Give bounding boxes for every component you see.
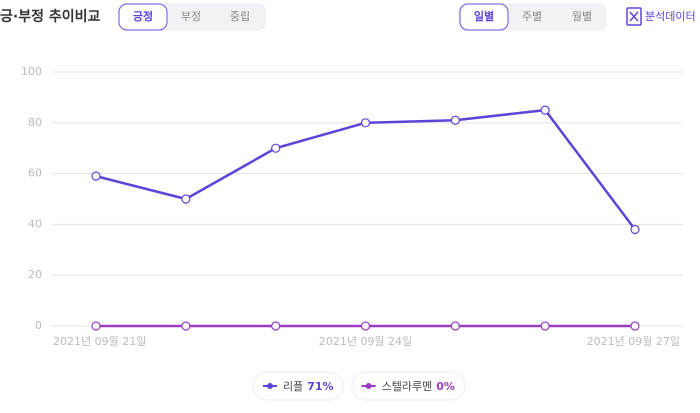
point [450, 321, 460, 331]
point [181, 194, 191, 204]
legend-dot [365, 383, 372, 389]
point [271, 321, 281, 331]
point [91, 171, 101, 181]
point [630, 321, 640, 331]
analysis-button[interactable]: 분석데이터 [645, 10, 696, 23]
legend-item[interactable]: 스텔라루멘 0% [351, 371, 466, 401]
point [91, 321, 101, 331]
x-tick-label: 2021년 09월 27일 [587, 334, 680, 348]
point [360, 118, 371, 128]
point [540, 105, 550, 115]
point [540, 321, 550, 331]
legend-dot [267, 383, 273, 389]
tab[interactable]: 일별 [474, 9, 494, 23]
tab[interactable]: 주별 [522, 10, 542, 23]
legend-label: 리플 [283, 380, 303, 393]
y-tick-label: 100 [21, 65, 42, 78]
selected-tab [459, 3, 509, 31]
y-tick-label: 0 [35, 319, 42, 332]
excel-icon[interactable] [626, 7, 642, 26]
legend-share: 71% [307, 380, 333, 393]
x-tick-label: 2021년 09월 24일 [319, 334, 412, 348]
tab[interactable]: 긍정 [133, 9, 153, 23]
selected-tab [118, 3, 168, 31]
legend-pill [351, 371, 466, 401]
legend-pill [252, 371, 345, 401]
y-tick-label: 20 [28, 268, 42, 281]
title: 긍·부정 추이비교 [0, 8, 100, 25]
legend-share: 0% [436, 380, 455, 393]
y-tick-label: 60 [28, 167, 42, 180]
legend-label: 스텔라루멘 [382, 380, 433, 393]
legend-item[interactable]: 리플 71% [252, 371, 345, 401]
y-tick-label: 80 [28, 116, 42, 129]
point [271, 143, 281, 153]
point [630, 224, 640, 235]
y-tick-label: 40 [28, 217, 42, 230]
point [360, 321, 371, 331]
tab[interactable]: 부정 [181, 10, 201, 23]
series-line [95, 108, 636, 231]
x-tick-label: 2021년 09월 21일 [53, 334, 146, 348]
tab[interactable]: 월별 [572, 10, 592, 23]
point [450, 115, 460, 125]
point [181, 321, 191, 331]
tab[interactable]: 중립 [230, 10, 250, 23]
